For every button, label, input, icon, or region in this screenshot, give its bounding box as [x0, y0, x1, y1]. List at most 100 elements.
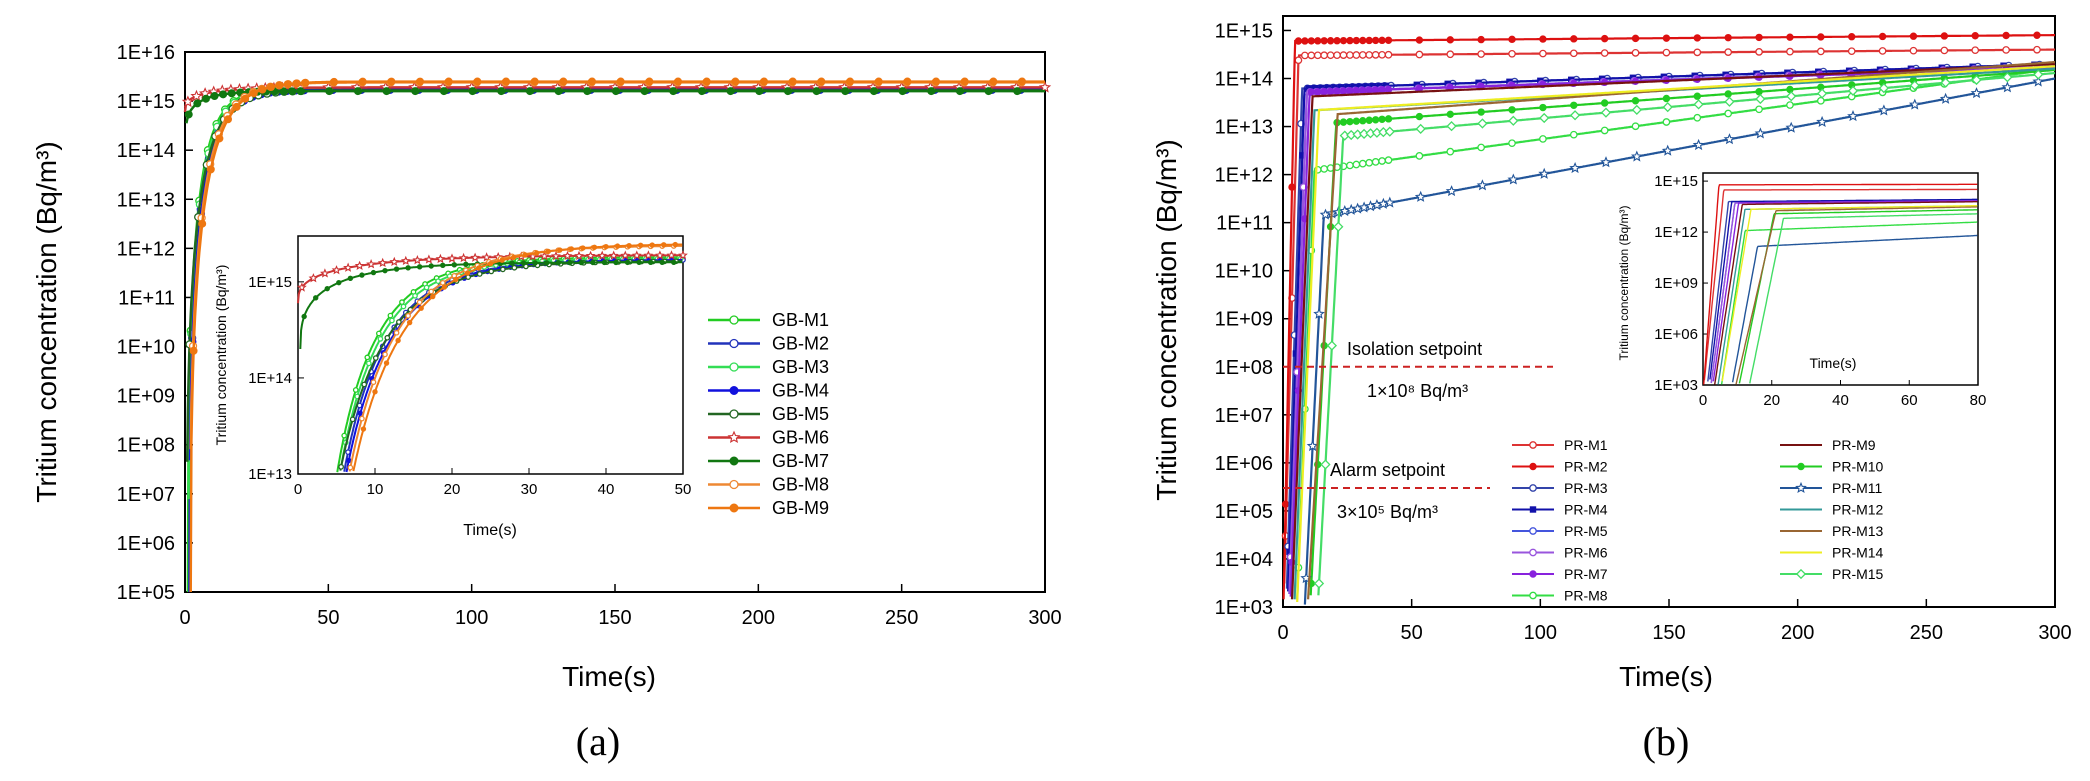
data-point [1755, 105, 1763, 114]
data-point [760, 77, 769, 86]
data-point [387, 312, 394, 319]
data-point [1358, 159, 1367, 168]
data-point [343, 262, 354, 272]
data-point [1378, 85, 1386, 94]
data-point [636, 259, 642, 266]
data-point [729, 386, 739, 395]
inset-x-tick-label: 0 [1699, 392, 1707, 409]
legend-label: GB-M6 [772, 428, 829, 448]
data-point [1326, 37, 1335, 45]
data-point [545, 248, 551, 255]
data-point [1848, 32, 1856, 41]
inset-series-pr-m10 [1738, 209, 1978, 384]
data-point [190, 89, 203, 102]
data-point [659, 259, 665, 266]
data-point [1333, 51, 1341, 60]
data-point [1384, 156, 1393, 164]
legend-item-gb-m2: GB-M2 [708, 334, 829, 354]
data-point [1570, 35, 1578, 43]
data-point [405, 265, 411, 271]
series-line [1309, 68, 2056, 596]
data-point [1326, 340, 1338, 351]
data-point [1333, 87, 1341, 95]
data-point [1508, 115, 1519, 126]
data-point [640, 87, 649, 96]
data-point [614, 243, 621, 249]
data-point [567, 259, 573, 266]
x-axis-b: 0 50 100 150 200 250 300 [1277, 599, 2072, 644]
data-point [181, 95, 194, 108]
legend-label: PR-M8 [1564, 588, 1608, 604]
data-point [1631, 122, 1640, 131]
data-point [1445, 185, 1458, 197]
data-point [1384, 36, 1393, 45]
data-point [488, 268, 495, 275]
inset-y-axis-b: 1E+03 1E+06 1E+09 1E+12 1E+15 [1654, 173, 1708, 394]
inset-x-tick-label: 50 [675, 481, 692, 498]
data-point [590, 259, 596, 266]
data-point [411, 87, 420, 96]
data-point [464, 270, 471, 276]
data-point [249, 89, 258, 98]
panel-b: 1E+03 1E+04 1E+05 1E+06 1E+07 1E+08 1E+09 1E+10… [1151, 15, 2072, 764]
data-point [301, 78, 310, 87]
data-point [672, 241, 678, 248]
data-point [932, 77, 941, 86]
data-point [1508, 35, 1516, 44]
data-point [846, 77, 855, 86]
data-point [1878, 104, 1890, 116]
data-point [325, 87, 334, 96]
data-point [1313, 307, 1325, 319]
data-point [458, 252, 469, 263]
inset-series-pr-m1 [1703, 188, 1978, 381]
data-point [729, 479, 739, 490]
x-tick-label: 50 [1401, 622, 1423, 644]
legend-item-gb-m6: GB-M6 [708, 428, 829, 448]
data-point [1446, 147, 1455, 156]
data-point [1446, 50, 1455, 59]
data-point [1307, 37, 1316, 45]
inset-y-axis-a: 1E+13 1E+14 1E+15 [248, 274, 304, 483]
inset-x-tick-label: 30 [521, 481, 538, 498]
data-point [360, 426, 367, 432]
legend-item-gb-m1: GB-M1 [708, 310, 829, 330]
inset-x-tick-label: 80 [1970, 392, 1987, 409]
data-point [597, 250, 608, 260]
data-point [1795, 481, 1807, 493]
data-point [574, 250, 584, 261]
data-point [869, 87, 878, 96]
data-point [357, 410, 364, 416]
data-point [1352, 117, 1361, 125]
data-point [585, 250, 596, 260]
data-point [439, 279, 446, 286]
data-point [1529, 506, 1537, 513]
data-point [1631, 34, 1640, 43]
data-point [1337, 84, 1345, 91]
data-point [2002, 46, 2010, 54]
data-point [1294, 37, 1303, 45]
data-point [336, 279, 342, 286]
series-gb-m7 [184, 87, 1045, 124]
legend-label: PR-M1 [1564, 437, 1608, 453]
y-tick-label: 1E+06 [117, 533, 175, 555]
data-point [1662, 48, 1671, 57]
data-point [267, 83, 275, 92]
data-point [1013, 87, 1022, 96]
data-point [1569, 130, 1578, 139]
x-tick-label: 50 [317, 607, 339, 629]
data-point [1909, 80, 1920, 91]
inset-xlabel-a: Time(s) [463, 522, 517, 539]
data-point [1294, 56, 1303, 65]
inset-ylabel-a: Tritium concentration (Bq/m³) [213, 265, 229, 446]
data-point [201, 94, 210, 103]
data-point [189, 346, 198, 355]
data-point [729, 338, 739, 349]
data-point [1816, 47, 1825, 56]
data-point [1529, 570, 1537, 578]
data-point [1415, 36, 1424, 44]
data-point [1281, 500, 1290, 508]
data-point [1693, 34, 1702, 42]
data-point [729, 456, 739, 466]
data-point [476, 271, 483, 277]
